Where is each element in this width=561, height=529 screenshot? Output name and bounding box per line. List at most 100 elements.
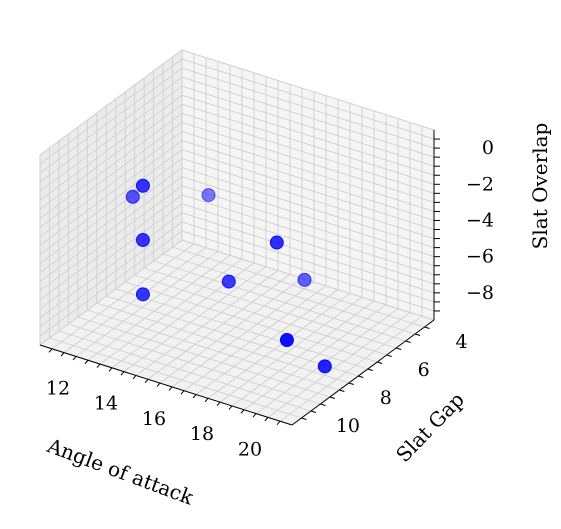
grid-line-z-back: [181, 67, 435, 149]
x-tick: [204, 398, 209, 403]
grid-line-z-back: [181, 130, 435, 212]
grid-line-z-left: [39, 230, 183, 337]
y-axis-line: [291, 319, 435, 426]
grid-line-z-left: [39, 58, 183, 165]
grid-line-z-left: [39, 203, 183, 310]
x-tick: [276, 420, 281, 426]
x-tick: [96, 363, 101, 368]
z-axis-label: Slat Overlap: [528, 123, 552, 250]
y-tick: [395, 347, 402, 350]
grid-line-x-floor: [171, 281, 315, 388]
x-tick: [48, 348, 53, 353]
grid-line-z-left: [39, 167, 183, 273]
grid-line-z-left: [39, 122, 183, 228]
y-tick: [329, 396, 336, 399]
grid-line-x-floor: [147, 273, 291, 380]
z-tick-label: −6: [466, 246, 494, 268]
grid-line-x-floor: [63, 247, 207, 353]
grid-line-y-floor: [87, 309, 340, 391]
x-tick: [228, 405, 233, 410]
grid-line-y-floor: [134, 274, 387, 356]
grid-line-z-left: [39, 149, 183, 255]
y-tick: [414, 333, 421, 336]
grid-line-z-back: [181, 76, 435, 158]
y-tick: [377, 361, 383, 364]
grid-line-x-floor: [267, 312, 411, 418]
z-tick-label: −4: [466, 209, 494, 231]
y-tick: [301, 417, 307, 420]
grid-line-z-left: [39, 112, 183, 219]
y-axis-label: Slat Gap: [391, 387, 469, 466]
grid-line-z-back: [181, 121, 435, 203]
grid-line-z-back: [181, 94, 435, 176]
axis-ticks: [48, 138, 440, 426]
grid-line-z-back: [181, 212, 435, 294]
grid-line-z-left: [39, 194, 183, 301]
grid-line-z-back: [181, 221, 435, 303]
x-axis-label: Angle of attack: [43, 433, 197, 510]
grid-line-x-floor: [279, 315, 423, 422]
y-tick: [339, 389, 345, 392]
x-tick: [84, 359, 89, 365]
grid-line-x-floor: [207, 292, 351, 399]
y-tick: [424, 326, 430, 329]
grid-line-z-left: [39, 76, 183, 183]
data-point: [125, 189, 140, 204]
x-tick: [60, 352, 65, 357]
x-tick: [264, 417, 269, 422]
grid-line-x-floor: [159, 277, 303, 384]
data-point: [135, 178, 150, 193]
y-tick-label: 8: [380, 387, 392, 409]
grid-line-x-floor: [219, 296, 363, 403]
grid-line-x-floor: [243, 304, 387, 411]
data-point: [279, 333, 294, 348]
y-tick: [386, 354, 392, 357]
grid-line-y-floor: [58, 330, 312, 412]
x-tick: [180, 390, 185, 395]
y-tick-label: 4: [455, 331, 467, 353]
y-tick-label: 6: [418, 359, 430, 381]
z-tick-label: 0: [482, 137, 494, 159]
grid-line-x-floor: [99, 258, 243, 365]
x-tick: [216, 401, 221, 406]
grid-line-z-back: [181, 58, 435, 140]
grid-line-z-back: [181, 230, 435, 312]
y-tick: [358, 375, 364, 378]
x-tick: [132, 375, 137, 380]
grid-line-x-floor: [87, 254, 231, 361]
grid-line-z-left: [39, 140, 183, 246]
data-point: [201, 188, 216, 203]
axis-lines: [39, 130, 435, 426]
z-tick-label: −2: [466, 173, 494, 195]
grid-line-z-left: [39, 158, 183, 264]
data-point: [317, 359, 332, 374]
x-tick: [72, 356, 77, 361]
grid-line-x-floor: [51, 243, 195, 350]
grid-line-z-left: [39, 221, 183, 328]
y-tick-label: 10: [336, 415, 360, 437]
grid-line-z-back: [181, 112, 435, 194]
grid-line-x-floor: [195, 289, 339, 395]
x-tick-label: 16: [142, 408, 166, 430]
grid-line-z-back: [181, 185, 435, 267]
grid-line-y-floor: [172, 246, 425, 328]
grid-line-x-floor: [183, 285, 327, 392]
data-point: [221, 274, 236, 289]
grid-line-x-floor: [123, 266, 267, 373]
x-tick-label: 18: [190, 423, 214, 445]
data-point: [135, 233, 150, 248]
x-axis-line: [39, 344, 293, 426]
tick-labels: 12 14 16 18 20 4 6 8 10 −8 −6 −4 −2 0: [46, 137, 494, 460]
grid-line-z-left: [39, 185, 183, 292]
grid-line-y-floor: [49, 337, 302, 419]
grid-line-z-left: [39, 94, 183, 201]
grid-line-z-left: [39, 176, 183, 283]
data-point: [269, 235, 284, 250]
grid-line-y-floor: [143, 267, 397, 349]
y-tick: [348, 382, 354, 385]
grid-line-z-left: [39, 212, 183, 319]
x-tick: [168, 386, 173, 391]
grid-line-z-back: [181, 158, 435, 240]
grid-line-y-floor: [162, 253, 416, 335]
grid-line-x-floor: [231, 300, 375, 407]
